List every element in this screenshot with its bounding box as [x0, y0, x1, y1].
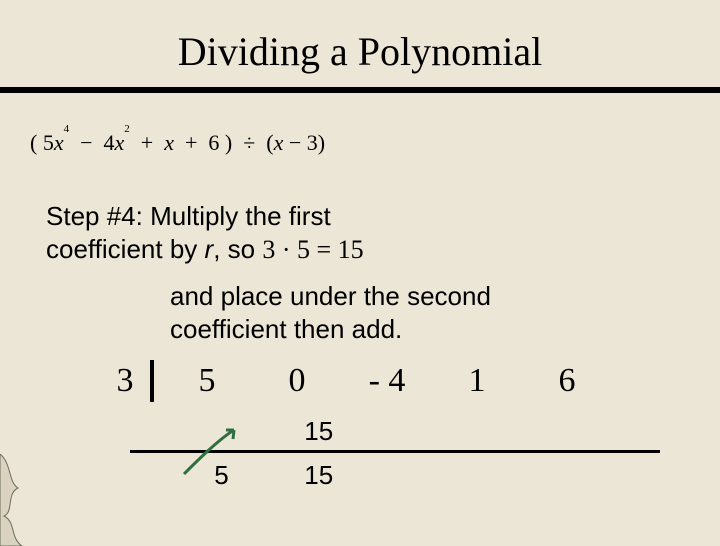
step-var-r: r: [205, 234, 214, 264]
step-text-b: and place under the second coefficient t…: [170, 280, 670, 345]
synth-bot-pad: [100, 460, 150, 491]
synth-top-3: 1: [432, 362, 522, 400]
step-line4: coefficient then add.: [170, 314, 402, 344]
step-line1: Step #4: Multiply the first: [46, 201, 331, 231]
synth-vertical-bar: [150, 360, 154, 402]
step-text-a: Step #4: Multiply the first coefficient …: [46, 200, 466, 266]
step-line2-prefix: coefficient by: [46, 234, 205, 264]
synth-bot-1: 15: [274, 460, 364, 491]
synthetic-division-top: 3 5 0 - 4 1 6: [100, 360, 612, 402]
page-curl-icon: [0, 454, 52, 546]
synth-top-0: 5: [162, 362, 252, 400]
synth-mid-pad: [100, 416, 150, 447]
synth-top-2: - 4: [342, 362, 432, 400]
carry-arrow-icon: [178, 418, 248, 478]
title-underline: [0, 87, 720, 93]
step-line3: and place under the second: [170, 281, 491, 311]
synth-divisor: 3: [100, 362, 150, 400]
synth-mid-1: 15: [274, 416, 364, 447]
page-title: Dividing a Polynomial: [0, 0, 720, 75]
step-line2-suffix: , so: [213, 234, 262, 264]
step-math: 3 · 5 = 15: [262, 235, 363, 264]
polynomial-expression: ( 5x4 − 4x2 + x + 6 ) ÷ (x − 3): [30, 130, 325, 156]
synth-top-1: 0: [252, 362, 342, 400]
synth-top-4: 6: [522, 362, 612, 400]
